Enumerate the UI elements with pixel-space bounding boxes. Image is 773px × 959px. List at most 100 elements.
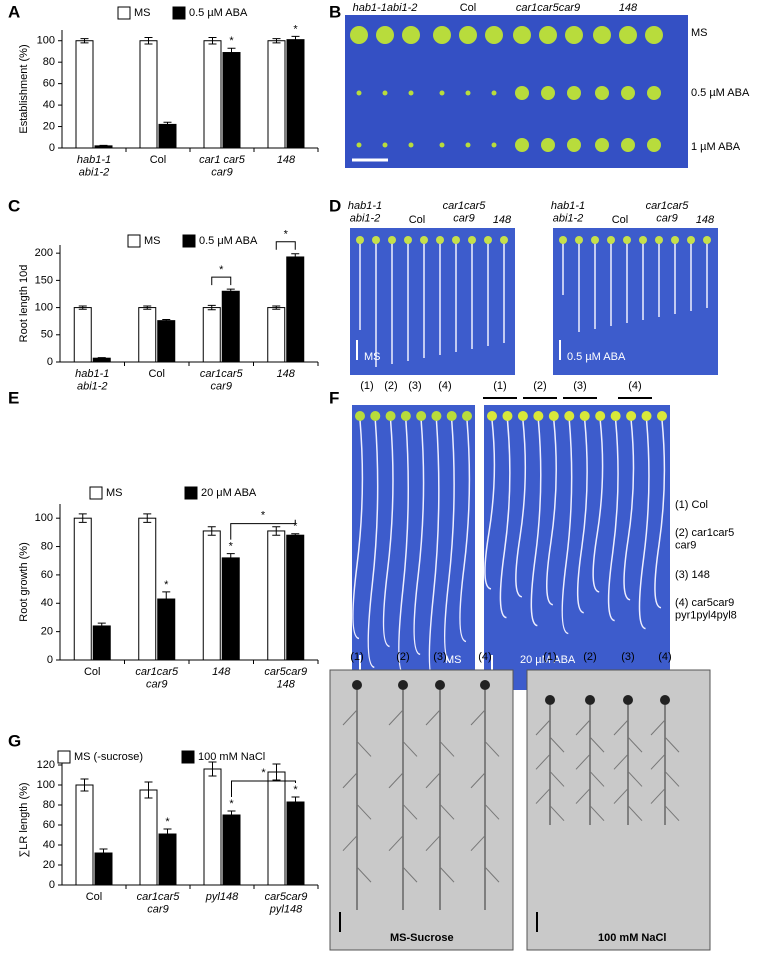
seedling bbox=[513, 26, 531, 44]
seedling bbox=[382, 90, 388, 96]
seedling bbox=[548, 411, 559, 421]
bar bbox=[157, 320, 176, 363]
seedling bbox=[517, 411, 528, 421]
seedling bbox=[619, 26, 637, 44]
seedling bbox=[623, 236, 631, 244]
x-tick-label: car1car5 car9 bbox=[135, 666, 179, 691]
y-tick-label: 60 bbox=[41, 569, 53, 581]
y-axis-label: ∑LR length (%) bbox=[18, 782, 30, 857]
legend-label: 100 mM NaCl bbox=[198, 751, 265, 763]
root bbox=[623, 419, 635, 601]
error-bar bbox=[78, 305, 87, 310]
panel-label: D bbox=[329, 196, 341, 215]
significance-star: * bbox=[293, 521, 298, 533]
seedling bbox=[626, 411, 637, 421]
error-bar bbox=[208, 37, 217, 45]
lateral-root bbox=[439, 803, 455, 820]
error-bar bbox=[272, 38, 281, 44]
seedling bbox=[433, 26, 451, 44]
seedling bbox=[595, 411, 606, 421]
root bbox=[352, 419, 364, 640]
lateral-root bbox=[388, 835, 404, 852]
lateral-root bbox=[356, 803, 372, 820]
lateral-root bbox=[425, 772, 441, 789]
bar bbox=[222, 52, 241, 149]
lateral-root bbox=[388, 772, 404, 789]
key-item: (4) car5car9 pyr1pyl4pyl8 bbox=[675, 597, 737, 622]
seedling bbox=[480, 680, 490, 690]
y-tick-label: 0 bbox=[47, 654, 53, 666]
root bbox=[413, 419, 425, 656]
bar bbox=[222, 814, 241, 886]
condition-label: MS bbox=[445, 654, 462, 666]
seedling bbox=[655, 236, 663, 244]
lateral-root bbox=[484, 866, 500, 883]
seedling bbox=[356, 236, 364, 244]
seedling bbox=[452, 236, 460, 244]
error-bar bbox=[227, 810, 236, 820]
significance-star: * bbox=[219, 264, 224, 276]
legend-label: 0.5 μM ABA bbox=[199, 235, 258, 247]
lane-label: (3) bbox=[621, 651, 634, 663]
lateral-root bbox=[342, 709, 358, 726]
x-tick-label: Col bbox=[150, 154, 167, 166]
error-bar bbox=[291, 796, 300, 808]
lateral-root bbox=[613, 753, 629, 770]
seedling bbox=[435, 680, 445, 690]
error-bar bbox=[272, 526, 281, 536]
seedling bbox=[439, 90, 445, 96]
seedling bbox=[595, 138, 609, 152]
lateral-root bbox=[470, 772, 486, 789]
y-tick-label: 40 bbox=[41, 597, 53, 609]
error-bar bbox=[80, 38, 89, 44]
seedling bbox=[465, 142, 471, 148]
seedling bbox=[565, 26, 583, 44]
y-tick-label: 120 bbox=[37, 759, 55, 771]
x-tick-label: car1car5 car9 bbox=[200, 368, 244, 393]
seedling bbox=[623, 695, 633, 705]
significance-star: * bbox=[284, 229, 289, 241]
lateral-root bbox=[535, 719, 551, 736]
lane-label: (1) bbox=[350, 651, 363, 663]
seedling bbox=[370, 411, 381, 421]
root bbox=[459, 419, 471, 643]
column-label: Col bbox=[409, 214, 426, 226]
significance-star: * bbox=[164, 579, 169, 591]
x-tick-label: 148 bbox=[277, 368, 296, 380]
seedling bbox=[515, 138, 529, 152]
y-axis-label: Establishment (%) bbox=[18, 44, 30, 133]
lateral-root bbox=[439, 866, 455, 883]
error-bar bbox=[226, 553, 235, 563]
lateral-root bbox=[470, 835, 486, 852]
y-tick-label: 60 bbox=[43, 78, 55, 90]
lateral-root bbox=[589, 805, 605, 822]
legend-swatch bbox=[117, 6, 131, 20]
bar bbox=[75, 784, 94, 886]
seedling bbox=[468, 236, 476, 244]
significance-star: * bbox=[261, 510, 266, 522]
x-tick-label: hab1-1 abi1-2 bbox=[75, 368, 109, 393]
key-item: (1) Col bbox=[675, 499, 708, 511]
bar bbox=[158, 833, 177, 886]
error-bar bbox=[78, 513, 87, 523]
legend-label: MS bbox=[144, 235, 161, 247]
seedling bbox=[593, 26, 611, 44]
seedling bbox=[459, 26, 477, 44]
seedling bbox=[539, 26, 557, 44]
lane-label: (1) bbox=[493, 380, 506, 392]
seedling bbox=[502, 411, 513, 421]
seedling bbox=[545, 695, 555, 705]
condition-label: MS bbox=[364, 351, 381, 363]
bar bbox=[138, 517, 157, 661]
panel-label: A bbox=[8, 2, 20, 21]
legend-swatch bbox=[89, 486, 103, 500]
seedling bbox=[591, 236, 599, 244]
seedling bbox=[402, 26, 420, 44]
root bbox=[382, 419, 394, 648]
y-tick-label: 40 bbox=[43, 99, 55, 111]
seedling bbox=[487, 411, 497, 421]
